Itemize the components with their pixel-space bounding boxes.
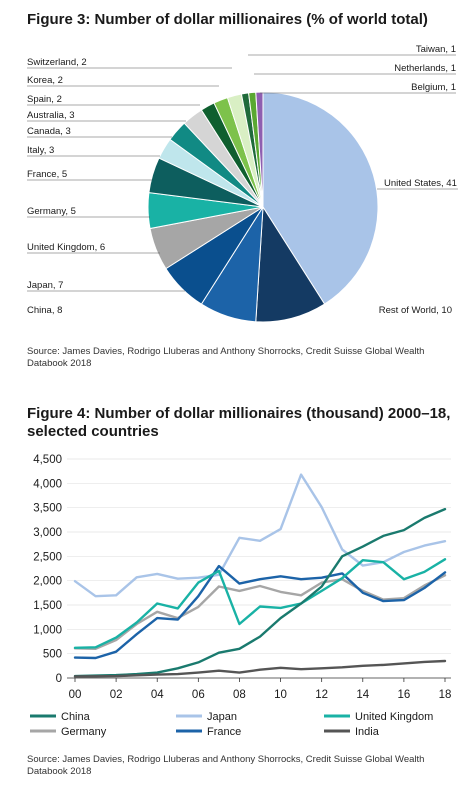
x-tick-label: 06: [192, 689, 205, 701]
y-tick-label: 1,000: [33, 624, 62, 636]
figure-3-title: Figure 3: Number of dollar millionaires …: [27, 11, 428, 28]
y-tick-label: 0: [56, 673, 62, 685]
pie-label-italy: Italy, 3: [27, 145, 54, 156]
pie-label-canada: Canada, 3: [27, 126, 71, 137]
y-tick-label: 4,500: [33, 454, 62, 466]
x-tick-label: 14: [356, 689, 369, 701]
y-tick-label: 2,000: [33, 576, 62, 588]
pie-label-korea: Korea, 2: [27, 75, 63, 86]
legend-label-japan: Japan: [207, 711, 237, 723]
pie-label-france: France, 5: [27, 169, 67, 180]
y-tick-label: 500: [43, 649, 62, 661]
series-line-india: [73, 659, 447, 678]
x-tick-label: 02: [110, 689, 123, 701]
pie-label-germany: Germany, 5: [27, 206, 76, 217]
pie-slice-belgium: [255, 91, 264, 208]
x-tick-label: 16: [397, 689, 410, 701]
figure-3-source: Source: James Davies, Rodrigo Lluberas a…: [27, 346, 425, 369]
pie-label-japan: Japan, 7: [27, 280, 63, 291]
series-line-united-kingdom: [73, 558, 447, 649]
y-tick-label: 1,500: [33, 600, 62, 612]
pie-label-switzerland: Switzerland, 2: [27, 57, 87, 68]
legend-label-france: France: [207, 726, 241, 738]
y-tick-label: 3,500: [33, 503, 62, 515]
pie-label-australia: Australia, 3: [27, 110, 75, 121]
y-tick-label: 4,000: [33, 478, 62, 490]
pie-label-spain: Spain, 2: [27, 94, 62, 105]
figure-4-source: Source: James Davies, Rodrigo Lluberas a…: [27, 754, 425, 777]
pie-label-united-kingdom: United Kingdom, 6: [27, 242, 105, 253]
x-tick-label: 00: [69, 689, 82, 701]
pie-label-taiwan: Taiwan, 1: [416, 44, 456, 55]
legend-label-united-kingdom: United Kingdom: [355, 711, 433, 723]
figure-4-title: Figure 4: Number of dollar millionaires …: [27, 405, 451, 440]
pie-slice-united-states: [262, 91, 379, 305]
series-line-china: [73, 507, 447, 678]
pie-slice-rest-of-world: [255, 205, 326, 323]
legend-label-china: China: [61, 711, 91, 723]
y-tick-label: 3,000: [33, 527, 62, 539]
y-tick-label: 2,500: [33, 551, 62, 563]
pie-chart: United States, 41 Rest of World, 10 China,…: [27, 44, 458, 323]
pie-label-rest-of-world: Rest of World, 10: [379, 305, 452, 316]
series-line-germany: [73, 574, 447, 650]
line-chart: 0 500 1,000 1,500 2,000 2,500 3,000 3,500 4,000 4…: [30, 454, 452, 738]
x-tick-label: 18: [439, 689, 452, 701]
series-line-france: [73, 564, 447, 660]
x-tick-label: 08: [233, 689, 246, 701]
x-tick-label: 04: [151, 689, 164, 701]
legend-label-india: India: [355, 726, 380, 738]
pie-label-united-states: United States, 41: [384, 178, 457, 189]
x-tick-label: 10: [274, 689, 287, 701]
pie-label-netherlands: Netherlands, 1: [394, 63, 456, 74]
x-tick-label: 12: [315, 689, 328, 701]
pie-label-china: China, 8: [27, 305, 62, 316]
pie-label-belgium: Belgium, 1: [411, 82, 456, 93]
legend-label-germany: Germany: [61, 726, 107, 738]
